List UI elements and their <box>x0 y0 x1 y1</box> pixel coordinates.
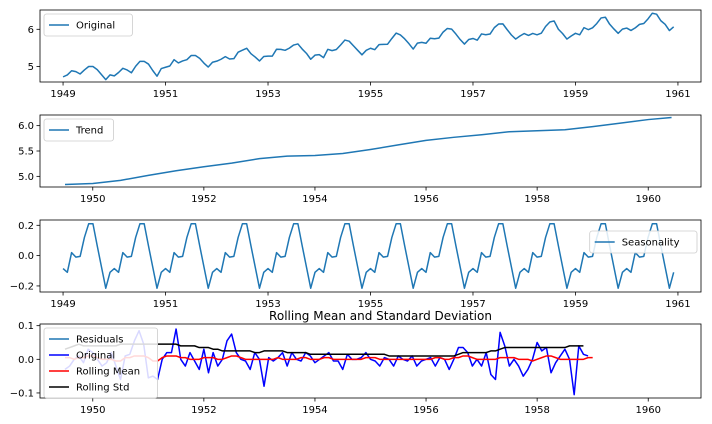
residuals-x-tick-label: 1960 <box>636 405 661 416</box>
original-axes: 1949 1951 1953 1955 1957 1959 1961 5 6 Original <box>28 9 702 100</box>
residuals-legend-label: Original <box>76 351 115 362</box>
original-legend-box <box>43 13 133 37</box>
trend-y-tick-label: 5.5 <box>18 147 34 158</box>
seasonality-x-tick-label: 1959 <box>563 299 588 310</box>
residuals-y-tick-label: 0.0 <box>18 355 34 366</box>
residuals-x-tick-label: 1956 <box>413 405 438 416</box>
residuals-legend-label: Rolling Std <box>76 383 129 394</box>
residuals-axes: 1950 1952 1954 1956 1958 1960 −0.1 0.0 0.1 Rollin… <box>10 309 702 416</box>
seasonality-y-tick-label: 0.0 <box>18 251 34 262</box>
trend-x-tick-label: 1956 <box>413 194 438 205</box>
residuals-x-tick-label: 1958 <box>524 405 549 416</box>
original-x-tick-label: 1953 <box>255 89 280 100</box>
trend-x-tick-label: 1950 <box>80 194 105 205</box>
trend-series-trend-line <box>64 116 672 186</box>
original-x-tick-label: 1959 <box>563 89 588 100</box>
seasonality-legend: Seasonality <box>589 230 698 254</box>
original-x-tick-label: 1955 <box>358 89 383 100</box>
seasonality-series-seasonality-line <box>62 223 675 289</box>
residuals-x-tick-label: 1952 <box>191 405 216 416</box>
original-x-tick-label: 1957 <box>460 89 485 100</box>
residuals-legend: Residuals Original Rolling Mean Rolling Std <box>43 327 158 399</box>
seasonality-x-tick-label: 1957 <box>460 299 485 310</box>
seasonality-x-tick-label: 1955 <box>358 299 383 310</box>
trend-legend: Trend <box>43 118 114 142</box>
trend-x-tick-label: 1954 <box>302 194 327 205</box>
residuals-legend-label: Residuals <box>76 335 123 346</box>
original-x-tick-label: 1949 <box>50 89 75 100</box>
original-axes-frame <box>39 9 702 83</box>
seasonality-legend-box <box>589 230 698 254</box>
seasonality-axes: 1949 1951 1953 1955 1957 1959 1961 −0.2 0.0 0.2 Se… <box>10 219 702 310</box>
residuals-y-tick-label: −0.1 <box>10 388 34 399</box>
seasonality-x-tick-label: 1951 <box>153 299 178 310</box>
seasonality-legend-label: Seasonality <box>622 238 680 249</box>
residuals-legend-label: Rolling Mean <box>76 367 140 378</box>
original-x-tick-label: 1961 <box>665 89 690 100</box>
original-y-tick-label: 6 <box>28 25 34 36</box>
trend-axes: 1950 1952 1954 1956 1958 1960 5.0 5.5 6.0 Trend <box>18 114 702 205</box>
residuals-title: Rolling Mean and Standard Deviation <box>269 309 492 323</box>
original-series-original-line <box>62 12 675 81</box>
original-legend: Original <box>43 13 133 37</box>
seasonality-x-tick-label: 1961 <box>665 299 690 310</box>
trend-y-tick-label: 5.0 <box>18 172 34 183</box>
residuals-x-tick-label: 1954 <box>302 405 327 416</box>
residuals-y-tick-label: 0.1 <box>18 321 34 332</box>
residuals-legend-box <box>43 327 158 399</box>
residuals-x-tick-label: 1950 <box>80 405 105 416</box>
original-y-tick-label: 5 <box>28 62 34 73</box>
seasonality-y-tick-label: 0.2 <box>18 221 34 232</box>
seasonality-y-tick-label: −0.2 <box>10 281 34 292</box>
trend-x-tick-label: 1960 <box>636 194 661 205</box>
trend-legend-box <box>43 118 114 142</box>
trend-legend-label: Trend <box>75 126 103 137</box>
trend-y-tick-label: 6.0 <box>18 121 34 132</box>
residuals-axes-frame <box>39 323 702 399</box>
trend-x-tick-label: 1958 <box>524 194 549 205</box>
original-legend-label: Original <box>76 21 115 32</box>
seasonality-x-tick-label: 1949 <box>50 299 75 310</box>
trend-x-tick-label: 1952 <box>191 194 216 205</box>
original-x-tick-label: 1951 <box>153 89 178 100</box>
seasonality-x-tick-label: 1953 <box>255 299 280 310</box>
